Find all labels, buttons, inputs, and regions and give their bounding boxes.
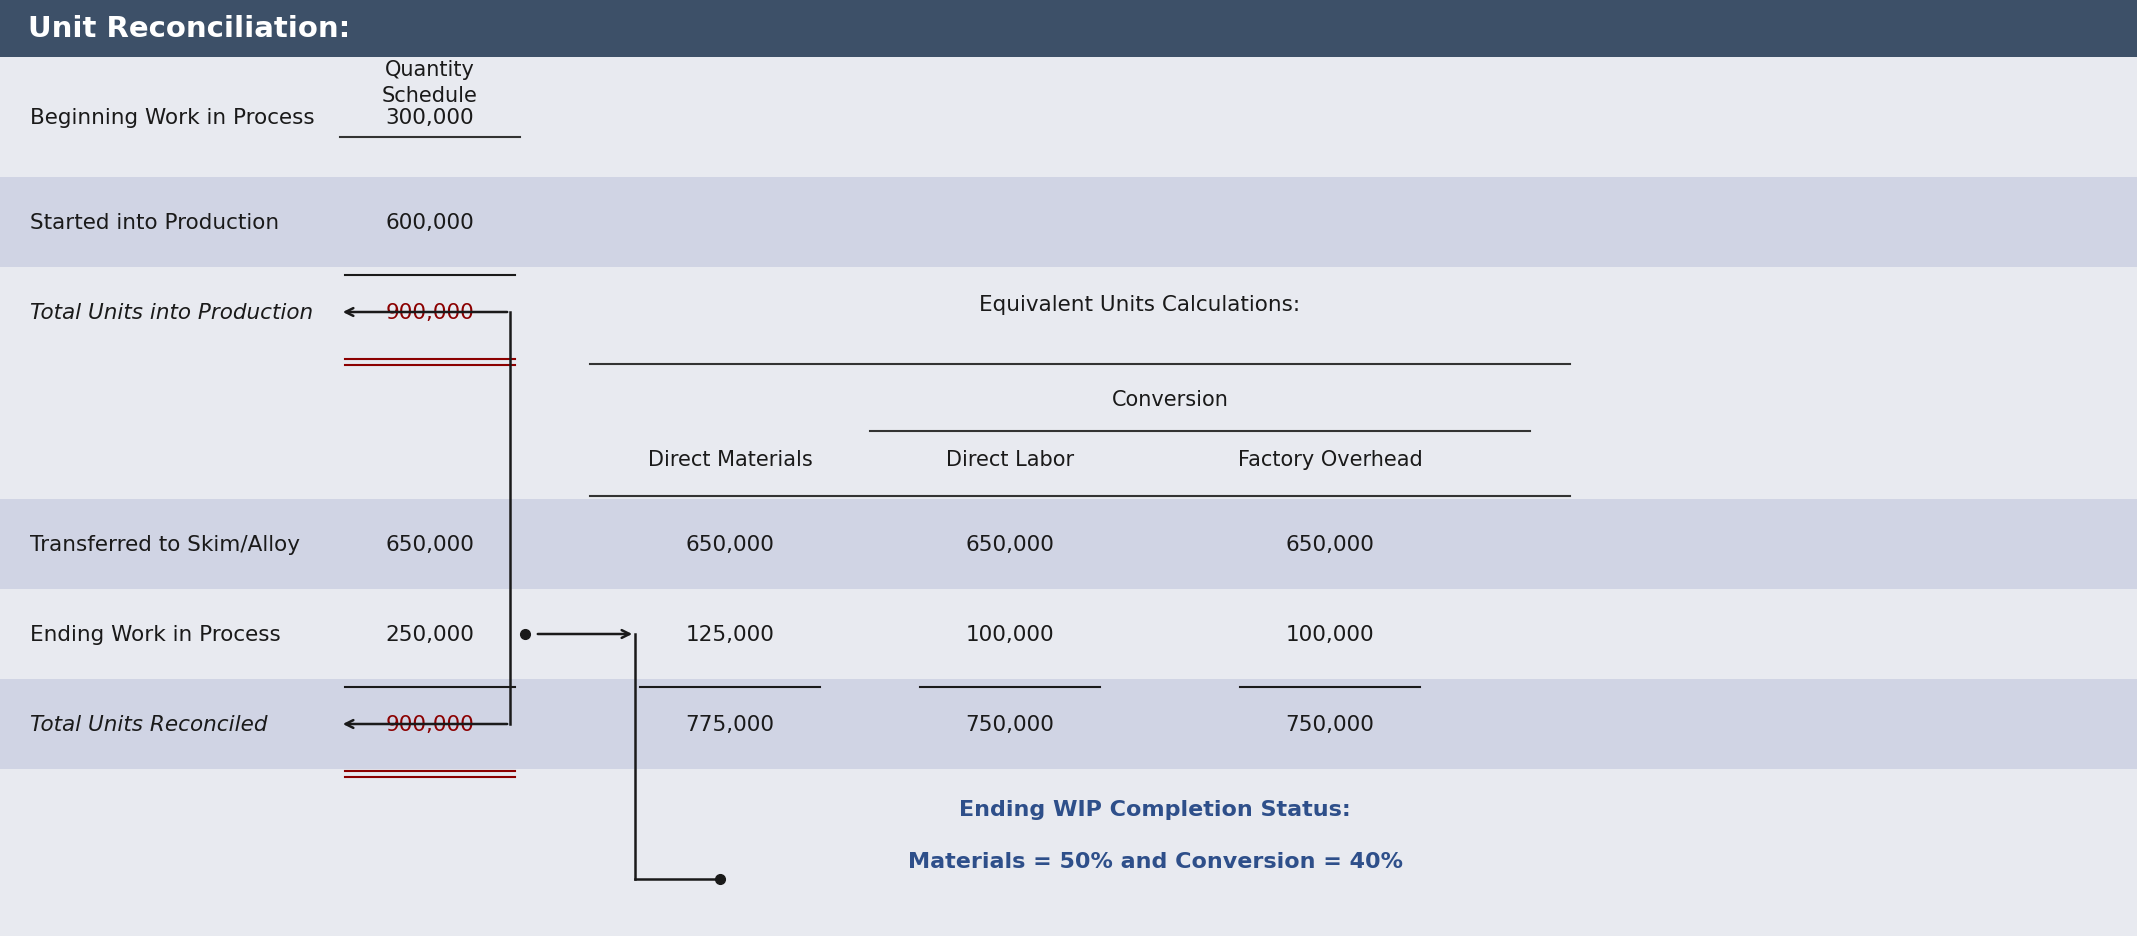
Text: Direct Labor: Direct Labor — [947, 449, 1075, 470]
Text: 750,000: 750,000 — [966, 714, 1054, 734]
Text: 750,000: 750,000 — [1286, 714, 1374, 734]
Text: Equivalent Units Calculations:: Equivalent Units Calculations: — [979, 295, 1301, 314]
Text: Total Units Reconciled: Total Units Reconciled — [30, 714, 267, 734]
Text: Quantity
Schedule: Quantity Schedule — [383, 60, 479, 107]
Bar — [0, 500, 2137, 590]
Text: 650,000: 650,000 — [686, 534, 774, 554]
Text: Ending WIP Completion Status:: Ending WIP Completion Status: — [960, 799, 1351, 819]
Text: Unit Reconciliation:: Unit Reconciliation: — [28, 15, 350, 43]
Text: Started into Production: Started into Production — [30, 212, 280, 233]
Text: 250,000: 250,000 — [385, 624, 474, 644]
Bar — [0, 0, 2137, 58]
Text: Direct Materials: Direct Materials — [648, 449, 812, 470]
Text: 775,000: 775,000 — [686, 714, 774, 734]
Text: 900,000: 900,000 — [385, 302, 474, 323]
Text: 650,000: 650,000 — [966, 534, 1054, 554]
Text: Conversion: Conversion — [1111, 389, 1229, 410]
Text: Transferred to Skim/Alloy: Transferred to Skim/Alloy — [30, 534, 299, 554]
Text: Factory Overhead: Factory Overhead — [1237, 449, 1423, 470]
Text: Total Units into Production: Total Units into Production — [30, 302, 314, 323]
Text: Materials = 50% and Conversion = 40%: Materials = 50% and Conversion = 40% — [908, 851, 1402, 871]
Text: 100,000: 100,000 — [966, 624, 1054, 644]
Bar — [0, 590, 2137, 680]
Text: 300,000: 300,000 — [385, 108, 474, 128]
Bar — [0, 178, 2137, 268]
Bar — [0, 58, 2137, 178]
Text: 650,000: 650,000 — [1286, 534, 1374, 554]
Text: 650,000: 650,000 — [385, 534, 474, 554]
Text: 900,000: 900,000 — [385, 714, 474, 734]
Text: 125,000: 125,000 — [686, 624, 774, 644]
Text: 100,000: 100,000 — [1286, 624, 1374, 644]
Text: Ending Work in Process: Ending Work in Process — [30, 624, 280, 644]
Text: 600,000: 600,000 — [385, 212, 474, 233]
Bar — [0, 268, 2137, 358]
Text: Beginning Work in Process: Beginning Work in Process — [30, 108, 314, 128]
Bar — [0, 680, 2137, 769]
